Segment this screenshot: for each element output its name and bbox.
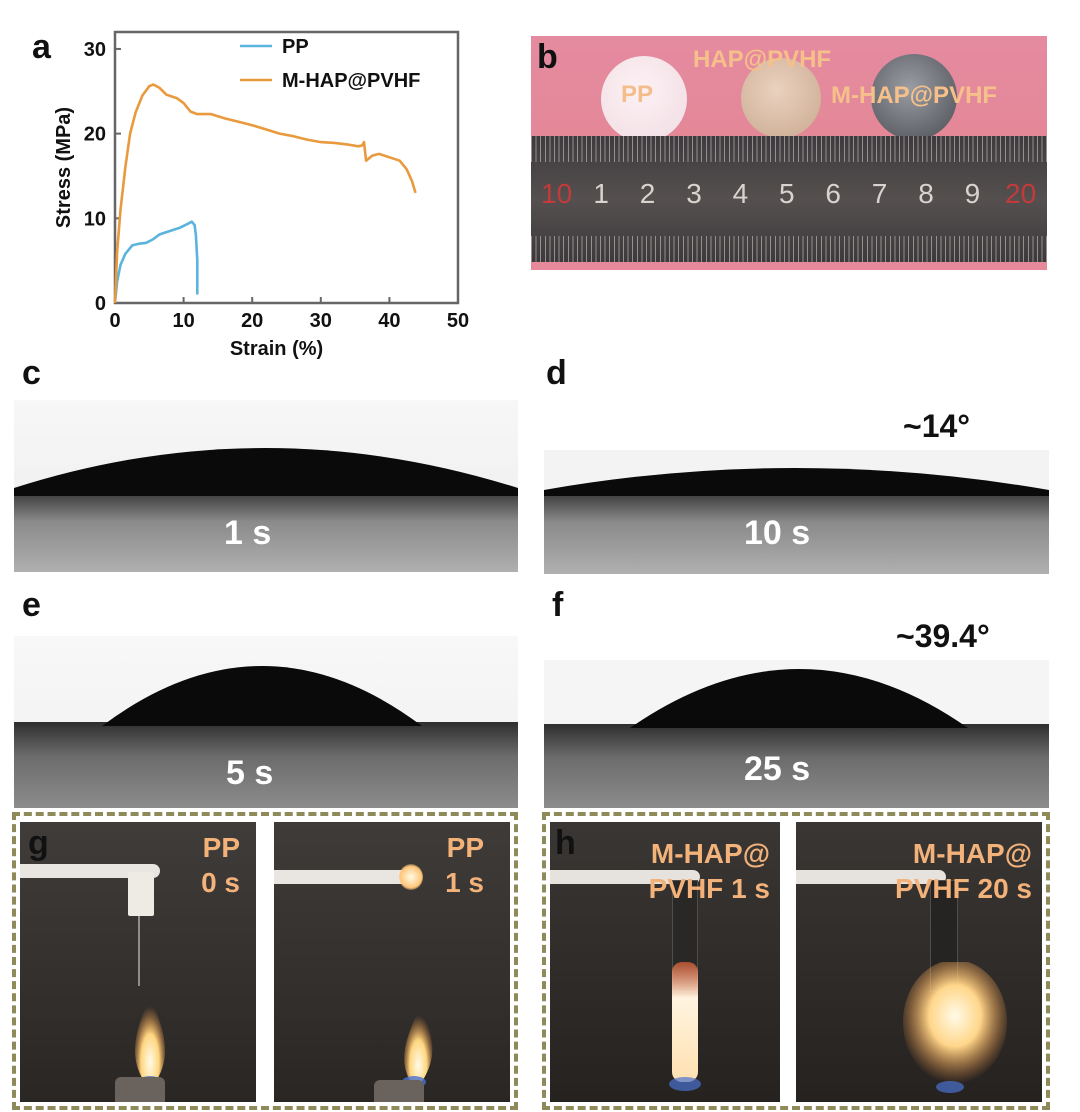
ruler-number: 8 bbox=[918, 178, 934, 209]
panel-label-d: d bbox=[546, 354, 567, 392]
drip-g1 bbox=[138, 916, 140, 986]
ruler: 10 1 2 3 4 5 6 7 8 9 20 bbox=[531, 136, 1047, 262]
ruler-ticks-top bbox=[531, 136, 1047, 162]
time-label-d: 10 s bbox=[744, 514, 811, 552]
contact-angle-image-f: 25 s bbox=[544, 660, 1049, 808]
flame-photo-h1: M-HAP@ PVHF 1 s bbox=[550, 822, 780, 1102]
ruler-number: 7 bbox=[871, 178, 888, 209]
flame-icon-g2 bbox=[402, 1007, 433, 1090]
legend-label: M-HAP@PVHF bbox=[282, 70, 420, 92]
x-tick-label: 50 bbox=[447, 310, 469, 332]
lighter-g1 bbox=[115, 1077, 165, 1102]
tweezer-g2 bbox=[274, 870, 414, 884]
tweezer-h1 bbox=[550, 870, 700, 884]
sample-photo: PP HAP@PVHF M-HAP@PVHF 10 1 2 3 4 5 6 7 8 9 20 bbox=[531, 36, 1047, 270]
panel-label-b: b bbox=[537, 38, 558, 76]
x-tick-label: 40 bbox=[378, 310, 400, 332]
time-label-e: 5 s bbox=[226, 754, 274, 792]
y-tick-label: 30 bbox=[84, 39, 106, 61]
tweezer-h2 bbox=[796, 870, 946, 884]
droplet-e bbox=[14, 666, 518, 808]
contact-angle-image-c: 1 s bbox=[14, 400, 518, 572]
angle-label-d: ~14° bbox=[903, 408, 971, 444]
angle-label-f: ~39.4° bbox=[896, 618, 990, 654]
panel-label-c: c bbox=[22, 354, 41, 392]
flame-icon-h2 bbox=[903, 962, 1007, 1093]
x-axis-label: Strain (%) bbox=[230, 338, 323, 360]
contact-angle-image-e: 5 s bbox=[14, 636, 518, 808]
droplet-c bbox=[14, 448, 518, 572]
ruler-ticks-bottom bbox=[531, 236, 1047, 262]
stress-strain-chart: 0 10 20 30 40 50 0 10 20 30 Strain (%) Stress (MPa)… bbox=[53, 30, 469, 360]
time-label-c: 1 s bbox=[224, 514, 272, 552]
y-tick-label: 20 bbox=[84, 124, 106, 146]
flame-icon-h1 bbox=[669, 962, 701, 1091]
flame-box-h bbox=[542, 812, 1050, 1110]
droplet-f bbox=[544, 669, 1049, 808]
ruler-number: 4 bbox=[732, 178, 749, 209]
series-line-m-hap-pvhf bbox=[113, 83, 417, 304]
y-tick-label: 0 bbox=[95, 293, 106, 315]
ruler-number: 2 bbox=[639, 178, 656, 209]
pp-disc-label: PP bbox=[621, 81, 654, 108]
y-tick-label: 10 bbox=[84, 208, 106, 230]
tweezer-g1 bbox=[20, 864, 160, 878]
panel-label-g: g bbox=[28, 824, 49, 862]
plot-frame bbox=[113, 30, 460, 305]
ruler-number: 10 bbox=[541, 178, 573, 209]
ruler-numbers: 10 1 2 3 4 5 6 7 8 9 20 bbox=[531, 178, 1047, 218]
series-line-pp bbox=[113, 220, 199, 304]
panel-label-a: a bbox=[32, 28, 51, 66]
x-tick-label: 0 bbox=[109, 310, 120, 332]
mhap-disc-label: M-HAP@PVHF bbox=[831, 82, 998, 109]
mhap-disc bbox=[871, 54, 957, 140]
y-axis-label: Stress (MPa) bbox=[53, 107, 75, 228]
time-label-f: 25 s bbox=[744, 750, 811, 788]
droplet-d bbox=[544, 468, 1049, 574]
ruler-number: 1 bbox=[593, 178, 609, 209]
ruler-number: 20 bbox=[1005, 178, 1037, 209]
burning-tip-g2 bbox=[399, 864, 423, 890]
contact-angle-image-d: 10 s bbox=[544, 450, 1049, 574]
flame-photo-g2: PP 1 s bbox=[274, 822, 510, 1102]
hap-disc-label: HAP@PVHF bbox=[693, 46, 832, 73]
ruler-number: 3 bbox=[686, 178, 702, 209]
panel-label-e: e bbox=[22, 586, 41, 624]
sample-strip-g1 bbox=[128, 872, 154, 916]
ruler-number: 6 bbox=[825, 178, 841, 209]
hap-disc bbox=[741, 58, 821, 138]
x-tick-label: 30 bbox=[310, 310, 332, 332]
legend-label: PP bbox=[282, 36, 309, 58]
flame-label-g2: PP 1 s bbox=[445, 832, 484, 898]
x-tick-label: 10 bbox=[172, 310, 194, 332]
panel-label-f: f bbox=[552, 586, 564, 624]
flame-label-h2: M-HAP@ PVHF 20 s bbox=[895, 838, 1032, 904]
ruler-number: 5 bbox=[779, 178, 795, 209]
flame-label-g1: PP 0 s bbox=[201, 832, 240, 898]
panel-label-h: h bbox=[555, 824, 576, 862]
flame-box-g bbox=[12, 812, 518, 1110]
lighter-g2 bbox=[374, 1080, 424, 1102]
ruler-number: 9 bbox=[964, 178, 981, 209]
x-tick-label: 20 bbox=[241, 310, 263, 332]
pp-disc bbox=[601, 56, 687, 142]
flame-photo-g1: PP 0 s bbox=[20, 822, 256, 1102]
flame-label-h1: M-HAP@ PVHF 1 s bbox=[648, 838, 770, 904]
flame-photo-h2: M-HAP@ PVHF 20 s bbox=[796, 822, 1042, 1102]
